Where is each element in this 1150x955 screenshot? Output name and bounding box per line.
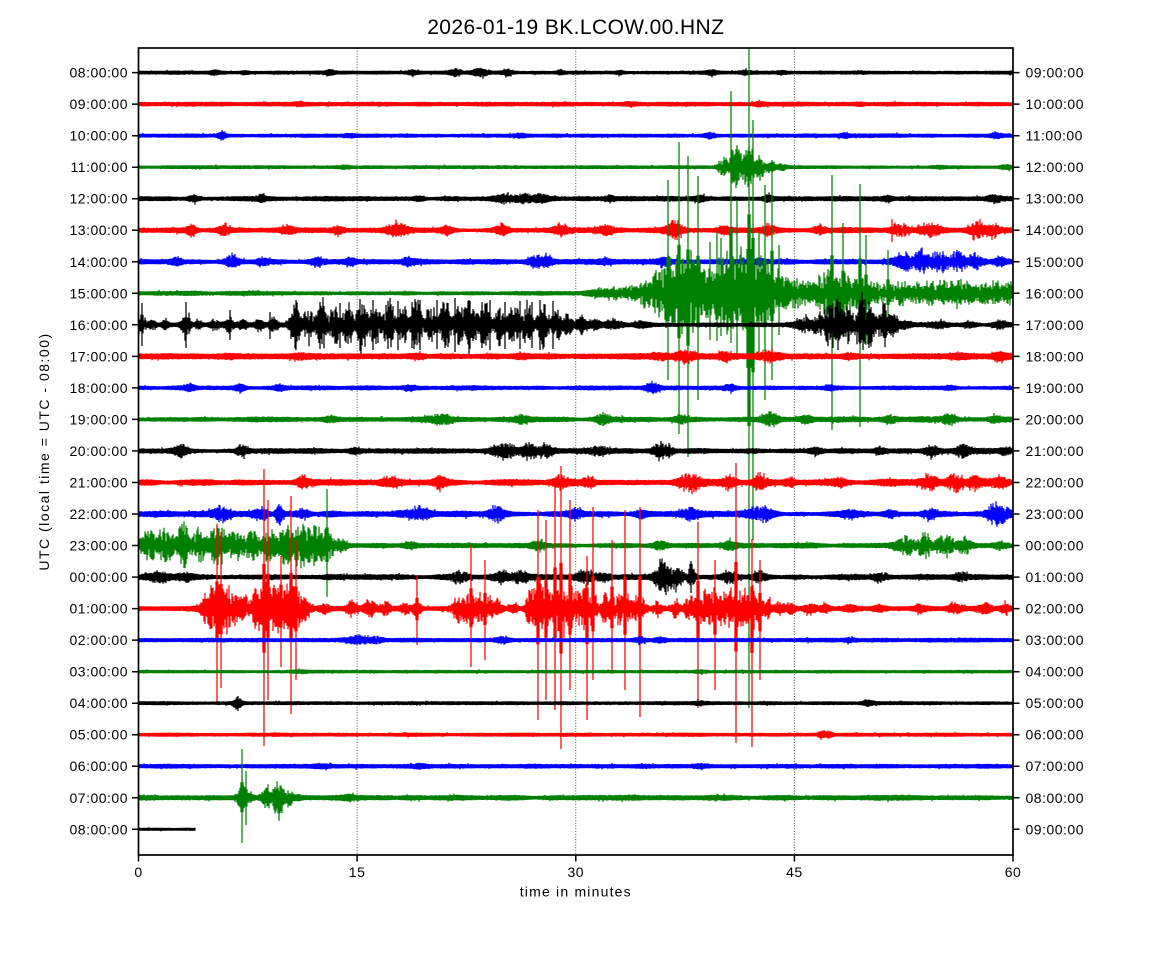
svg-text:03:00:00: 03:00:00 [1026, 632, 1085, 648]
svg-text:04:00:00: 04:00:00 [1026, 664, 1085, 680]
svg-text:14:00:00: 14:00:00 [1026, 222, 1085, 238]
svg-text:21:00:00: 21:00:00 [70, 475, 129, 491]
svg-text:20:00:00: 20:00:00 [1026, 411, 1085, 427]
svg-text:11:00:00: 11:00:00 [1026, 128, 1083, 144]
svg-text:07:00:00: 07:00:00 [70, 790, 129, 806]
svg-text:15:00:00: 15:00:00 [70, 285, 129, 301]
svg-text:10:00:00: 10:00:00 [1026, 96, 1085, 112]
svg-text:00:00:00: 00:00:00 [70, 569, 129, 585]
svg-text:time in minutes: time in minutes [520, 884, 632, 900]
svg-text:20:00:00: 20:00:00 [70, 443, 129, 459]
svg-text:08:00:00: 08:00:00 [70, 821, 129, 837]
svg-text:09:00:00: 09:00:00 [1026, 65, 1085, 81]
svg-text:13:00:00: 13:00:00 [1026, 191, 1085, 207]
svg-text:08:00:00: 08:00:00 [1026, 790, 1085, 806]
svg-text:08:00:00: 08:00:00 [70, 65, 129, 81]
svg-text:21:00:00: 21:00:00 [1026, 443, 1085, 459]
svg-text:01:00:00: 01:00:00 [70, 601, 129, 617]
svg-text:03:00:00: 03:00:00 [70, 664, 129, 680]
svg-text:16:00:00: 16:00:00 [70, 317, 129, 333]
svg-text:23:00:00: 23:00:00 [70, 538, 129, 554]
svg-text:45: 45 [786, 864, 803, 880]
svg-text:17:00:00: 17:00:00 [70, 348, 129, 364]
svg-text:02:00:00: 02:00:00 [1026, 601, 1085, 617]
svg-text:19:00:00: 19:00:00 [1026, 380, 1085, 396]
svg-text:30: 30 [568, 864, 585, 880]
svg-text:06:00:00: 06:00:00 [1026, 727, 1085, 743]
svg-text:11:00:00: 11:00:00 [71, 159, 128, 175]
svg-text:17:00:00: 17:00:00 [1026, 317, 1085, 333]
svg-text:18:00:00: 18:00:00 [70, 380, 129, 396]
svg-text:12:00:00: 12:00:00 [70, 191, 129, 207]
svg-text:2026-01-19 BK.LCOW.00.HNZ: 2026-01-19 BK.LCOW.00.HNZ [427, 16, 724, 39]
svg-text:14:00:00: 14:00:00 [70, 254, 129, 270]
svg-text:UTC (local time = UTC - 08:00): UTC (local time = UTC - 08:00) [36, 332, 52, 570]
svg-text:09:00:00: 09:00:00 [70, 96, 129, 112]
svg-text:12:00:00: 12:00:00 [1026, 159, 1085, 175]
svg-text:05:00:00: 05:00:00 [70, 727, 129, 743]
svg-text:05:00:00: 05:00:00 [1026, 695, 1085, 711]
svg-text:0: 0 [134, 864, 142, 880]
svg-text:01:00:00: 01:00:00 [1026, 569, 1085, 585]
svg-text:00:00:00: 00:00:00 [1026, 538, 1085, 554]
svg-text:06:00:00: 06:00:00 [70, 758, 129, 774]
svg-text:07:00:00: 07:00:00 [1026, 758, 1085, 774]
svg-text:60: 60 [1005, 864, 1022, 880]
svg-text:02:00:00: 02:00:00 [70, 632, 129, 648]
svg-text:23:00:00: 23:00:00 [1026, 506, 1085, 522]
svg-text:15:00:00: 15:00:00 [1026, 254, 1085, 270]
svg-text:16:00:00: 16:00:00 [1026, 285, 1085, 301]
svg-text:22:00:00: 22:00:00 [1026, 475, 1085, 491]
svg-text:13:00:00: 13:00:00 [70, 222, 129, 238]
svg-text:18:00:00: 18:00:00 [1026, 348, 1085, 364]
svg-text:22:00:00: 22:00:00 [70, 506, 129, 522]
svg-text:15: 15 [349, 864, 366, 880]
svg-text:09:00:00: 09:00:00 [1026, 821, 1085, 837]
svg-text:04:00:00: 04:00:00 [70, 695, 129, 711]
svg-text:10:00:00: 10:00:00 [70, 128, 129, 144]
svg-text:19:00:00: 19:00:00 [70, 411, 129, 427]
